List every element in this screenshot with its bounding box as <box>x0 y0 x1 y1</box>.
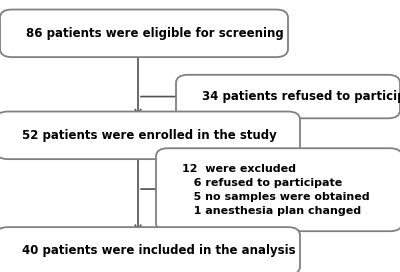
Text: 34 patients refused to participate: 34 patients refused to participate <box>202 90 400 103</box>
Text: 86 patients were eligible for screening: 86 patients were eligible for screening <box>26 27 284 40</box>
FancyBboxPatch shape <box>176 75 400 118</box>
FancyBboxPatch shape <box>0 227 300 272</box>
FancyBboxPatch shape <box>0 112 300 159</box>
Text: 40 patients were included in the analysis: 40 patients were included in the analysi… <box>22 245 296 257</box>
FancyBboxPatch shape <box>156 148 400 231</box>
Text: 12  were excluded
   6 refused to participate
   5 no samples were obtained
   1: 12 were excluded 6 refused to participat… <box>182 164 370 216</box>
Text: 52 patients were enrolled in the study: 52 patients were enrolled in the study <box>22 129 277 142</box>
FancyBboxPatch shape <box>0 10 288 57</box>
